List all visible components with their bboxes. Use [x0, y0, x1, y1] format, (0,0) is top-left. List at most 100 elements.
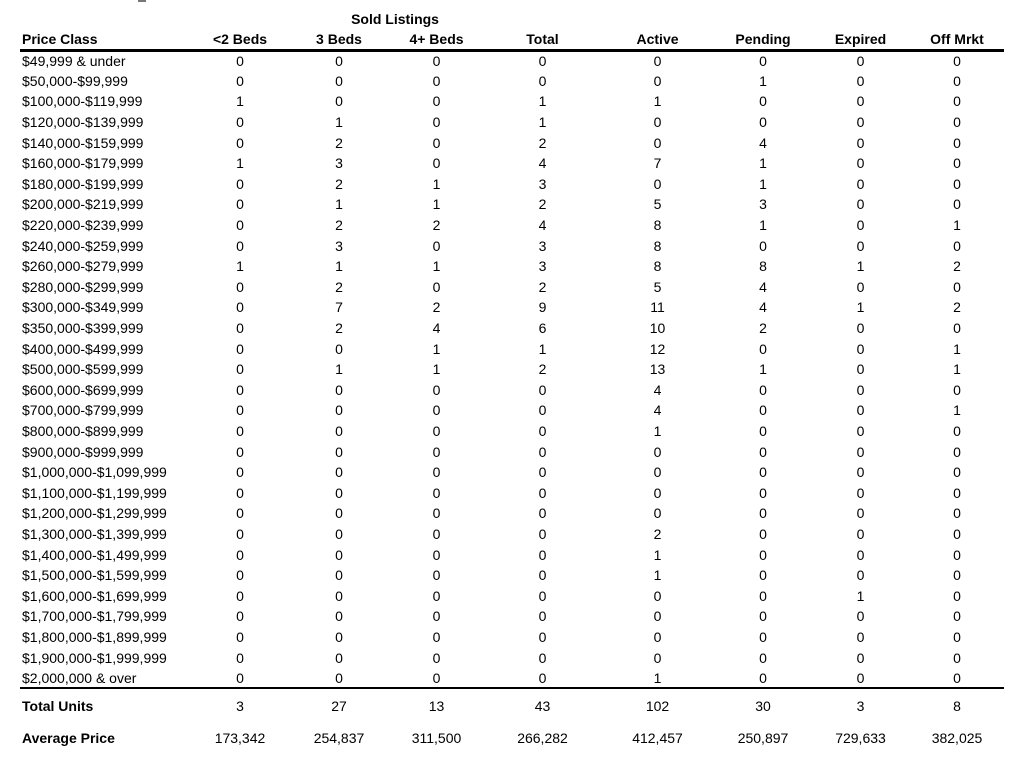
value-cell: 0 [759, 443, 767, 460]
value-cell: 1 [335, 361, 343, 378]
price-class-cell: $600,000-$699,999 [22, 381, 144, 398]
value-cell: 0 [856, 175, 865, 192]
value-cell: 0 [856, 628, 865, 645]
value-cell: 0 [335, 505, 343, 522]
value-cell: 0 [953, 72, 961, 89]
value-cell: 0 [290, 667, 388, 690]
value-cell: 0 [335, 340, 343, 357]
value-cell: 0 [856, 608, 865, 625]
table-row: $900,000-$999,999 0 0 0 0 0 0 0 0 [20, 441, 1004, 462]
value-cell: 0 [538, 422, 547, 439]
value-cell: 0 [335, 587, 343, 604]
value-cell: 2 [432, 217, 441, 234]
value-cell: 0 [236, 649, 244, 666]
value-cell: 0 [432, 155, 441, 172]
value-cell: 0 [538, 649, 547, 666]
value-cell: 1 [856, 258, 865, 275]
value-cell: 0 [653, 72, 662, 89]
price-class-cell: $700,000-$799,999 [22, 402, 144, 419]
price-class-cell: $1,600,000-$1,699,999 [22, 587, 167, 604]
price-class-cell: $800,000-$899,999 [22, 422, 144, 439]
value-cell: 0 [538, 608, 547, 625]
value-cell: 0 [856, 114, 865, 131]
value-cell: 1 [335, 114, 343, 131]
value-cell: 3 [538, 175, 547, 192]
price-class-cell: $1,200,000-$1,299,999 [22, 505, 167, 522]
value-cell: 0 [653, 649, 662, 666]
value-cell: 3 [335, 237, 343, 254]
value-cell: 0 [236, 443, 244, 460]
value-cell: 1 [953, 340, 961, 357]
value-cell: 0 [335, 649, 343, 666]
value-cell: 0 [856, 134, 865, 151]
value-cell: 2 [538, 278, 547, 295]
table-row: $160,000-$179,999 1 3 0 4 7 1 0 0 [20, 153, 1004, 174]
table-row: $2,000,000 & over 0 0 0 0 1 0 0 0 [20, 667, 1005, 690]
value-cell: 0 [236, 53, 244, 70]
value-cell: 1 [856, 587, 865, 604]
value-cell: 2 [335, 217, 343, 234]
table-row: $100,000-$119,999 1 0 0 1 1 0 0 0 [20, 91, 1004, 112]
value-cell: 0 [236, 320, 244, 337]
value-cell: 8 [653, 217, 662, 234]
value-cell: 0 [335, 567, 343, 584]
column-header-4plus-beds: 4+ Beds [388, 30, 485, 52]
value-cell: 0 [236, 114, 244, 131]
value-cell: 0 [653, 114, 662, 131]
value-cell: 0 [236, 340, 244, 357]
value-cell: 0 [432, 134, 441, 151]
value-cell: 0 [335, 608, 343, 625]
average-price-off-mrkt: 382,025 [931, 730, 983, 747]
total-units-total: 43 [534, 697, 551, 714]
value-cell: 0 [432, 505, 441, 522]
value-cell: 0 [538, 53, 547, 70]
value-cell: 0 [485, 667, 601, 690]
value-cell: 0 [653, 443, 662, 460]
value-cell: 0 [335, 484, 343, 501]
table-row: $49,999 & under 0 0 0 0 0 0 0 0 [20, 50, 1004, 71]
value-cell: 2 [335, 320, 343, 337]
average-price-active: 412,457 [632, 730, 683, 747]
value-cell: 0 [432, 484, 441, 501]
value-cell: 4 [759, 134, 767, 151]
price-class-cell: $160,000-$179,999 [22, 155, 144, 172]
value-cell: 0 [432, 608, 441, 625]
value-cell: 0 [856, 649, 865, 666]
value-cell: 0 [759, 608, 767, 625]
price-class-cell: $1,800,000-$1,899,999 [22, 628, 167, 645]
value-cell: 0 [335, 546, 343, 563]
value-cell: 0 [236, 525, 244, 542]
column-header-off-mrkt: Off Mrkt [910, 30, 1005, 52]
value-cell: 0 [759, 381, 767, 398]
value-cell: 0 [856, 546, 865, 563]
value-cell: 0 [538, 443, 547, 460]
column-header-total: Total [485, 30, 601, 52]
value-cell: 0 [856, 525, 865, 542]
value-cell: 0 [953, 525, 961, 542]
value-cell: 11 [650, 299, 665, 316]
value-cell: 0 [953, 443, 961, 460]
value-cell: 1 [236, 93, 244, 110]
value-cell: 0 [432, 381, 441, 398]
value-cell: 0 [236, 278, 244, 295]
average-price-total: 266,282 [517, 730, 568, 747]
price-class-cell: $260,000-$279,999 [22, 258, 144, 275]
total-units-pending: 30 [755, 697, 771, 714]
table-row: $1,900,000-$1,999,999 0 0 0 0 0 0 0 0 [20, 647, 1004, 668]
value-cell: 0 [953, 608, 961, 625]
value-cell: 0 [715, 667, 812, 690]
value-cell: 0 [236, 505, 244, 522]
table-footer: Total Units 3 27 13 43 102 30 3 8 Averag… [20, 688, 1004, 754]
value-cell: 0 [856, 567, 865, 584]
value-cell: 0 [653, 134, 662, 151]
table-row: $400,000-$499,999 0 0 1 1 12 0 0 1 [20, 338, 1004, 359]
value-cell: 0 [538, 546, 547, 563]
table-row: $1,700,000-$1,799,999 0 0 0 0 0 0 0 0 [20, 606, 1004, 627]
value-cell: 0 [190, 667, 290, 690]
average-price-expired: 729,633 [835, 730, 886, 747]
value-cell: 0 [759, 628, 767, 645]
value-cell: 0 [236, 299, 244, 316]
value-cell: 13 [649, 361, 666, 378]
column-header-row: Price Class <2 Beds 3 Beds 4+ Beds Total… [20, 30, 1005, 52]
table-row: $1,000,000-$1,099,999 0 0 0 0 0 0 0 0 [20, 462, 1004, 483]
